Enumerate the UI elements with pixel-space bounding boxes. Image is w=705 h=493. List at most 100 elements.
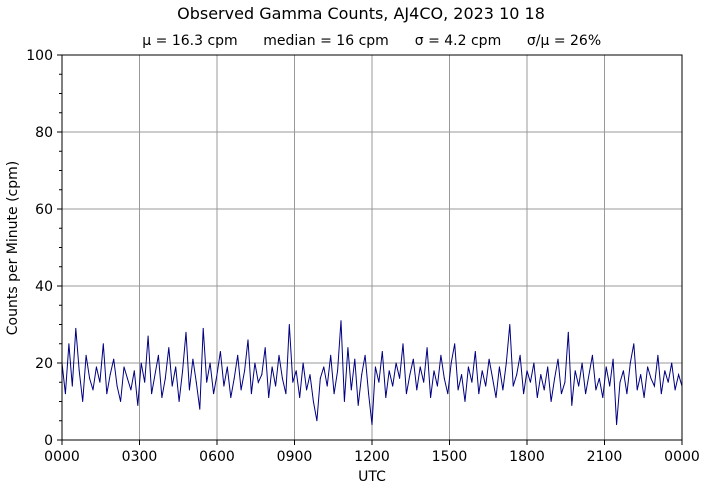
data-point bbox=[126, 377, 128, 379]
data-point bbox=[426, 347, 428, 349]
data-point bbox=[347, 347, 349, 349]
data-point bbox=[643, 397, 645, 399]
data-point bbox=[188, 389, 190, 391]
data-point bbox=[250, 393, 252, 395]
data-point bbox=[547, 366, 549, 368]
data-point bbox=[223, 385, 225, 387]
data-point bbox=[633, 343, 635, 345]
data-point bbox=[275, 385, 277, 387]
data-point bbox=[271, 366, 273, 368]
y-tick-label: 60 bbox=[35, 202, 53, 218]
data-point bbox=[502, 389, 504, 391]
data-point bbox=[68, 343, 70, 345]
data-point bbox=[244, 370, 246, 372]
data-point bbox=[309, 374, 311, 376]
data-point bbox=[516, 374, 518, 376]
data-point bbox=[340, 320, 342, 322]
data-point bbox=[147, 335, 149, 337]
data-point bbox=[113, 358, 115, 360]
data-point bbox=[144, 381, 146, 383]
data-point bbox=[192, 358, 194, 360]
data-point bbox=[254, 362, 256, 364]
data-point bbox=[264, 347, 266, 349]
data-point bbox=[257, 381, 259, 383]
data-point bbox=[157, 354, 159, 356]
data-point bbox=[619, 381, 621, 383]
data-point bbox=[519, 354, 521, 356]
data-point bbox=[571, 404, 573, 406]
x-tick-label: 0000 bbox=[44, 449, 80, 465]
data-point bbox=[281, 377, 283, 379]
data-point bbox=[523, 393, 525, 395]
data-point bbox=[650, 377, 652, 379]
data-point bbox=[199, 408, 201, 410]
data-point bbox=[316, 420, 318, 422]
data-point bbox=[616, 424, 618, 426]
data-point bbox=[350, 389, 352, 391]
data-point bbox=[343, 401, 345, 402]
x-tick-label: 0900 bbox=[277, 449, 313, 465]
data-point bbox=[247, 339, 249, 341]
data-point bbox=[412, 358, 414, 360]
data-point bbox=[581, 362, 583, 364]
data-point bbox=[312, 401, 314, 402]
data-point bbox=[64, 393, 66, 395]
data-point bbox=[653, 385, 655, 387]
data-point bbox=[598, 377, 600, 379]
data-point bbox=[678, 374, 680, 376]
data-point bbox=[464, 401, 466, 402]
y-tick-label: 80 bbox=[35, 125, 53, 141]
data-point bbox=[478, 393, 480, 395]
data-point bbox=[660, 393, 662, 395]
data-point bbox=[674, 389, 676, 391]
data-point bbox=[374, 366, 376, 368]
data-point bbox=[99, 381, 101, 383]
data-point bbox=[440, 354, 442, 356]
data-point bbox=[392, 385, 394, 387]
data-point bbox=[433, 370, 435, 372]
data-point bbox=[450, 362, 452, 364]
x-tick-label: 0600 bbox=[199, 449, 235, 465]
data-point bbox=[588, 374, 590, 376]
data-point bbox=[237, 354, 239, 356]
data-point bbox=[195, 381, 197, 383]
data-point bbox=[578, 385, 580, 387]
data-point bbox=[137, 404, 139, 406]
data-point bbox=[202, 327, 204, 329]
data-point bbox=[120, 401, 122, 402]
data-point bbox=[154, 374, 156, 376]
data-point bbox=[454, 343, 456, 345]
data-point bbox=[423, 381, 425, 383]
data-point bbox=[206, 381, 208, 383]
data-point bbox=[161, 397, 163, 399]
data-point bbox=[416, 389, 418, 391]
y-tick-label: 20 bbox=[35, 356, 53, 372]
data-point bbox=[95, 366, 97, 368]
data-point bbox=[488, 358, 490, 360]
data-point bbox=[85, 354, 87, 356]
data-point bbox=[498, 366, 500, 368]
data-point bbox=[326, 385, 328, 387]
data-point bbox=[605, 366, 607, 368]
data-point bbox=[436, 385, 438, 387]
data-point bbox=[626, 393, 628, 395]
data-point bbox=[399, 377, 401, 379]
ticks: 0000 0300 0600 0900 1200 1500 1800 2100 00000204… bbox=[26, 48, 700, 465]
data-point bbox=[82, 401, 84, 402]
data-point bbox=[71, 385, 73, 387]
data-point bbox=[306, 389, 308, 391]
data-point bbox=[595, 389, 597, 391]
data-point bbox=[657, 354, 659, 356]
data-point bbox=[175, 366, 177, 368]
data-point bbox=[474, 350, 476, 352]
data-point bbox=[185, 331, 187, 333]
data-point bbox=[168, 347, 170, 349]
data-point bbox=[106, 393, 108, 395]
data-point bbox=[357, 404, 359, 406]
data-point bbox=[395, 362, 397, 364]
grid bbox=[62, 55, 682, 440]
data-point bbox=[485, 385, 487, 387]
data-point bbox=[226, 366, 228, 368]
data-point bbox=[371, 424, 373, 426]
